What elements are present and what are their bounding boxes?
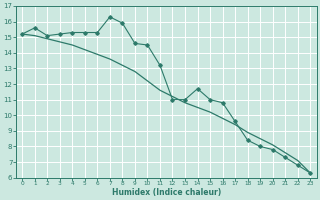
X-axis label: Humidex (Indice chaleur): Humidex (Indice chaleur) xyxy=(112,188,221,197)
